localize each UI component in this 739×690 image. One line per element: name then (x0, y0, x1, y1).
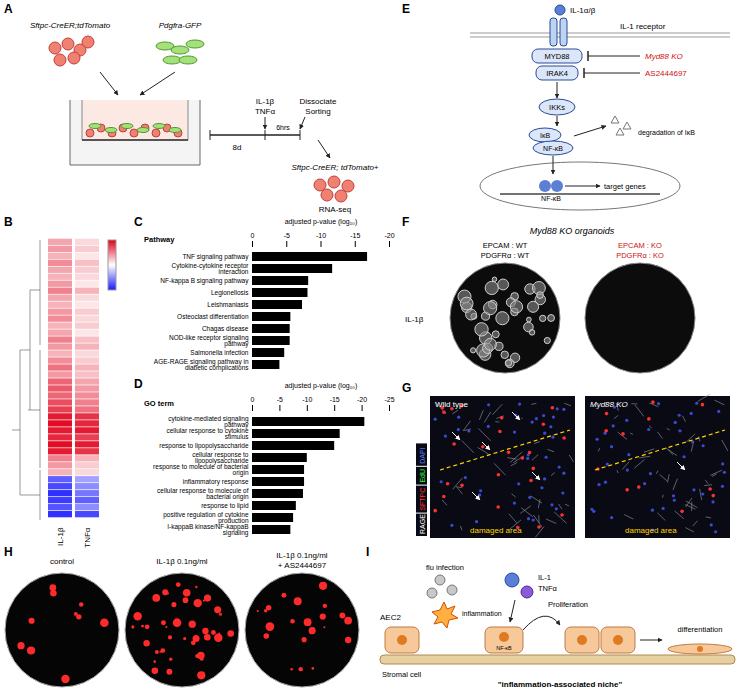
svg-text:Stromal cell: Stromal cell (382, 670, 422, 679)
svg-text:-5: -5 (284, 232, 290, 239)
svg-text:AS2444697: AS2444697 (645, 69, 687, 78)
svg-text:degradation of IκB: degradation of IκB (638, 129, 695, 137)
svg-text:response to molecule of bacter: response to molecule of bacterialorigin (153, 463, 249, 478)
svg-text:-20: -20 (357, 396, 367, 403)
svg-text:Leishmaniasis: Leishmaniasis (207, 301, 249, 308)
svg-text:Legionellosis: Legionellosis (211, 289, 249, 297)
svg-text:TNFα: TNFα (538, 584, 558, 593)
svg-text:IκB: IκB (540, 132, 550, 139)
svg-text:PDGFRα : WT: PDGFRα : WT (481, 251, 530, 260)
svg-text:IL-1β: IL-1β (405, 315, 424, 324)
svg-text:flu infection: flu infection (426, 563, 464, 572)
svg-text:differentiation: differentiation (678, 625, 723, 634)
svg-text:-10: -10 (302, 396, 312, 403)
svg-text:IKKs: IKKs (549, 103, 565, 112)
svg-text:DAPI: DAPI (419, 447, 426, 463)
svg-text:inflammatory response: inflammatory response (183, 478, 249, 486)
svg-text:NF-kappa B signaling pathway: NF-kappa B signaling pathway (160, 277, 249, 285)
svg-text:Sorting: Sorting (305, 107, 330, 116)
svg-text:PDGFRα : KO: PDGFRα : KO (616, 251, 664, 260)
svg-text:damaged area: damaged area (470, 526, 522, 535)
svg-text:I-kappaB kinase/NF-kappaBsigna: I-kappaB kinase/NF-kappaBsignaling (167, 523, 249, 538)
svg-text:GO term: GO term (144, 399, 174, 408)
svg-text:"inflammation-associated niche: "inflammation-associated niche" (498, 680, 623, 689)
svg-text:Proliferation: Proliferation (548, 600, 588, 609)
svg-text:control: control (50, 557, 74, 566)
html-text:pathway: pathway (224, 421, 249, 429)
svg-text:EPCAM : WT: EPCAM : WT (483, 241, 528, 250)
svg-text:A: A (4, 2, 13, 16)
svg-text:-15: -15 (330, 396, 340, 403)
svg-text:Myd88 KO organoids: Myd88 KO organoids (530, 226, 615, 236)
svg-text:0: 0 (251, 232, 255, 239)
html-text:positive regulation of cytokin: positive regulation of cytokine (163, 510, 249, 518)
svg-text:cellular response to cytokines: cellular response to cytokinestimulus (166, 427, 249, 441)
svg-text:EPCAM : KO: EPCAM : KO (618, 241, 662, 250)
svg-text:TNF signaling pathway: TNF signaling pathway (182, 253, 249, 261)
svg-text:Myd88 KO: Myd88 KO (590, 400, 628, 409)
svg-text:B: B (4, 215, 13, 229)
svg-text:MYD88: MYD88 (544, 52, 569, 61)
svg-text:NF-κB: NF-κB (496, 645, 512, 651)
svg-text:H: H (4, 545, 13, 559)
svg-text:TNFα: TNFα (255, 107, 276, 116)
svg-text:NF-κB: NF-κB (543, 145, 563, 152)
svg-text:IL-1β 0.1ng/ml: IL-1β 0.1ng/ml (156, 557, 208, 566)
html-text:production: production (218, 517, 249, 525)
svg-text:damaged area: damaged area (625, 526, 677, 535)
svg-text:inflammation: inflammation (462, 610, 502, 617)
svg-text:-15: -15 (350, 232, 360, 239)
svg-text:Sftpc-CreER;tdTomato: Sftpc-CreER;tdTomato (30, 21, 111, 30)
svg-text:IL-1β 0.1ng/ml: IL-1β 0.1ng/ml (276, 551, 328, 560)
svg-text:RAGE: RAGE (419, 514, 426, 534)
svg-text:Dissociate: Dissociate (300, 97, 337, 106)
svg-text:EdU: EdU (419, 469, 426, 483)
svg-text:IL-1β: IL-1β (256, 97, 275, 106)
svg-text:-20: -20 (384, 232, 394, 239)
svg-text:D: D (134, 377, 143, 391)
svg-text:Cytokine-cytokine receptorinte: Cytokine-cytokine receptorinteraction (172, 262, 250, 276)
svg-text:6hrs: 6hrs (276, 124, 290, 131)
svg-text:target genes: target genes (604, 182, 646, 191)
svg-text:IRAK4: IRAK4 (546, 69, 568, 78)
svg-text:response to lipid: response to lipid (201, 502, 249, 510)
html-text:cellular response to: cellular response to (192, 450, 249, 458)
html-text:lipopolysaccharide: lipopolysaccharide (195, 457, 249, 465)
svg-text:F: F (402, 215, 409, 229)
svg-text:AEC2: AEC2 (380, 613, 401, 622)
svg-text:-10: -10 (316, 232, 326, 239)
svg-text:NF-κB: NF-κB (541, 195, 561, 202)
svg-text:Wild type: Wild type (435, 400, 468, 409)
svg-text:Sftpc-CreER; tdTomato+: Sftpc-CreER; tdTomato+ (291, 163, 378, 172)
svg-text:TNFα: TNFα (83, 527, 92, 548)
svg-text:adjusted p-value (log₁₀): adjusted p-value (log₁₀) (285, 218, 358, 226)
svg-text:response to lipopolysaccharide: response to lipopolysaccharide (159, 442, 249, 450)
svg-text:-5: -5 (277, 396, 283, 403)
svg-text:IL-1 receptor: IL-1 receptor (620, 22, 666, 31)
svg-text:G: G (402, 381, 411, 395)
svg-text:0: 0 (251, 396, 255, 403)
svg-text:adjusted p-value (log₁₀): adjusted p-value (log₁₀) (285, 382, 358, 390)
svg-text:8d: 8d (233, 143, 242, 152)
svg-text:IL-1α/β: IL-1α/β (570, 6, 596, 15)
svg-text:NOD-like receptor signalingpat: NOD-like receptor signalingpathway (169, 334, 249, 349)
svg-text:-25: -25 (384, 396, 394, 403)
svg-text:Osteoclast differentiation: Osteoclast differentiation (177, 313, 249, 320)
svg-text:SFTPC: SFTPC (419, 488, 426, 511)
svg-text:IL-1: IL-1 (538, 573, 551, 582)
svg-text:E: E (402, 2, 410, 16)
svg-text:Chagas disease: Chagas disease (202, 325, 249, 333)
svg-text:IL-1β: IL-1β (56, 527, 65, 546)
svg-text:AGE-RAGE signaling pathway ind: AGE-RAGE signaling pathway indiabetic co… (154, 358, 249, 373)
svg-text:I: I (366, 545, 369, 559)
svg-text:Pathway: Pathway (144, 235, 175, 244)
html-text:cytokine-mediated signaling: cytokine-mediated signaling (168, 414, 249, 422)
svg-text:+ AS2444697: + AS2444697 (278, 561, 327, 570)
svg-text:Pdgfra-GFP: Pdgfra-GFP (159, 21, 202, 30)
svg-text:cellular response to molecule: cellular response to molecule ofbacteria… (157, 487, 249, 502)
svg-text:Myd88 KO: Myd88 KO (645, 52, 683, 61)
svg-text:Salmonella infection: Salmonella infection (190, 349, 249, 356)
svg-text:RNA-seq: RNA-seq (319, 205, 351, 214)
svg-text:C: C (134, 215, 143, 229)
